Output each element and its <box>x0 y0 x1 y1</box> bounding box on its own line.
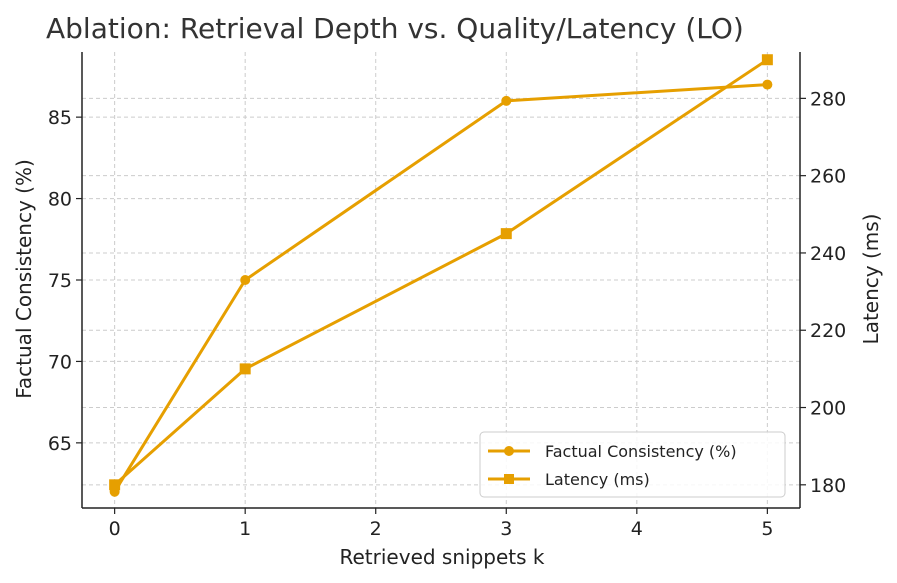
x-tick-label: 3 <box>500 518 512 540</box>
y-tick-label-right: 180 <box>810 475 846 497</box>
legend-label-consistency: Factual Consistency (%) <box>545 442 737 461</box>
data-point-0 <box>762 79 773 90</box>
x-tick-label: 5 <box>761 518 773 540</box>
legend: Factual Consistency (%) Latency (ms) <box>479 431 786 498</box>
chart-title: Ablation: Retrieval Depth vs. Quality/La… <box>46 12 744 45</box>
data-point-1 <box>500 228 512 240</box>
x-tick-label: 2 <box>370 518 382 540</box>
y-tick-label-left: 75 <box>48 270 72 292</box>
series-line-1 <box>113 58 769 486</box>
y-tick-label-left: 85 <box>48 107 72 129</box>
data-point-1 <box>239 363 251 375</box>
y-tick-label-right: 220 <box>810 320 846 342</box>
data-point-0 <box>501 95 512 106</box>
legend-box <box>479 431 786 498</box>
legend-marker-latency <box>504 474 514 484</box>
data-point-1 <box>109 479 121 491</box>
y-tick-label-left: 70 <box>48 351 72 373</box>
x-tick-label: 0 <box>109 518 121 540</box>
y-tick-label-right: 200 <box>810 398 846 420</box>
y-axis-label-left: Factual Consistency (%) <box>12 159 36 399</box>
x-tick-label: 1 <box>239 518 251 540</box>
y-axis-label-right: Latency (ms) <box>859 214 883 345</box>
x-axis-label: Retrieved snippets k <box>340 545 545 569</box>
y-tick-label-left: 80 <box>48 189 72 211</box>
y-tick-label-right: 280 <box>810 88 846 110</box>
y-tick-label-right: 240 <box>810 243 846 265</box>
legend-label-latency: Latency (ms) <box>545 470 650 489</box>
legend-marker-consistency <box>504 446 514 456</box>
data-point-0 <box>240 275 251 285</box>
y-tick-label-right: 260 <box>810 166 846 188</box>
y-tick-label-left: 65 <box>48 433 72 455</box>
series-line-0 <box>113 83 768 493</box>
series-layer <box>109 54 773 497</box>
x-tick-label: 4 <box>631 518 643 540</box>
data-point-1 <box>761 54 773 66</box>
axes: 0 1 2 3 4 5 65 70 75 80 85 180 200 220 240 260 280 <box>48 52 846 540</box>
